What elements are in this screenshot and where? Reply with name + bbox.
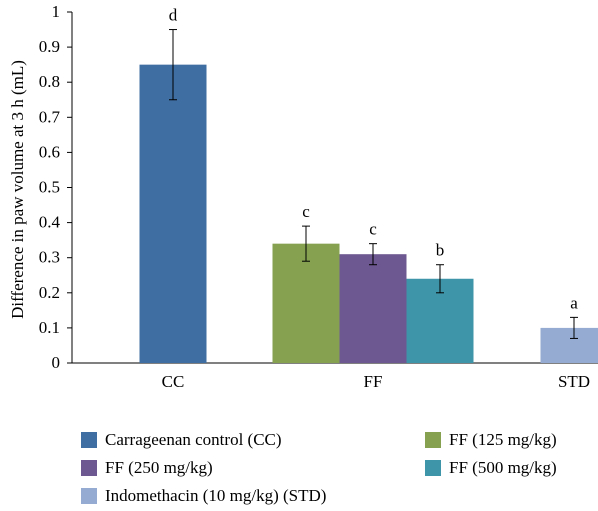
y-tick-label: 1 xyxy=(52,2,61,21)
x-tick-label: FF xyxy=(364,372,383,391)
y-tick-label: 0 xyxy=(52,353,61,372)
legend-label-ff125: FF (125 mg/kg) xyxy=(449,430,557,449)
y-tick-label: 0.2 xyxy=(39,283,60,302)
legend-label-cc: Carrageenan control (CC) xyxy=(105,430,282,449)
legend-swatch-std xyxy=(81,488,97,504)
y-tick-label: 0.1 xyxy=(39,318,60,337)
legend-swatch-ff125 xyxy=(425,432,441,448)
y-axis-title: Difference in paw volume at 3 h (mL) xyxy=(8,60,27,319)
x-tick-label: STD xyxy=(558,372,590,391)
legend-item-ff250: FF (250 mg/kg) xyxy=(81,458,213,478)
y-tick-label: 0.9 xyxy=(39,37,60,56)
significance-label: c xyxy=(302,202,310,221)
legend-label-ff250: FF (250 mg/kg) xyxy=(105,458,213,477)
y-tick-label: 0.5 xyxy=(39,178,60,197)
legend-item-std: Indomethacin (10 mg/kg) (STD) xyxy=(81,486,326,506)
bar xyxy=(272,243,340,363)
y-tick-label: 0.6 xyxy=(39,142,60,161)
y-tick-label: 0.3 xyxy=(39,248,60,267)
legend-item-ff125: FF (125 mg/kg) xyxy=(425,430,557,450)
y-tick-label: 0.4 xyxy=(39,213,61,232)
significance-label: a xyxy=(570,293,578,312)
legend-item-ff500: FF (500 mg/kg) xyxy=(425,458,557,478)
chart-svg: 0 0.1 0.2 0.3 0.4 0.5 0.6 0.7 0.8 0.9 1 Difference … xyxy=(8,2,598,391)
legend-swatch-ff500 xyxy=(425,460,441,476)
legend-swatch-cc xyxy=(81,432,97,448)
legend-label-ff500: FF (500 mg/kg) xyxy=(449,458,557,477)
bar xyxy=(139,64,207,364)
x-tick-label: CC xyxy=(162,372,185,391)
y-tick-label: 0.7 xyxy=(39,107,61,126)
significance-label: b xyxy=(436,241,445,260)
legend-item-cc: Carrageenan control (CC) xyxy=(81,430,282,450)
significance-label: d xyxy=(169,6,178,25)
bar xyxy=(339,254,407,363)
y-tick-label: 0.8 xyxy=(39,72,60,91)
significance-label: c xyxy=(369,220,377,239)
legend-swatch-ff250 xyxy=(81,460,97,476)
legend-label-std: Indomethacin (10 mg/kg) (STD) xyxy=(105,486,327,505)
bar-chart: 0 0.1 0.2 0.3 0.4 0.5 0.6 0.7 0.8 0.9 1 Difference … xyxy=(8,2,598,391)
bar xyxy=(540,327,598,363)
